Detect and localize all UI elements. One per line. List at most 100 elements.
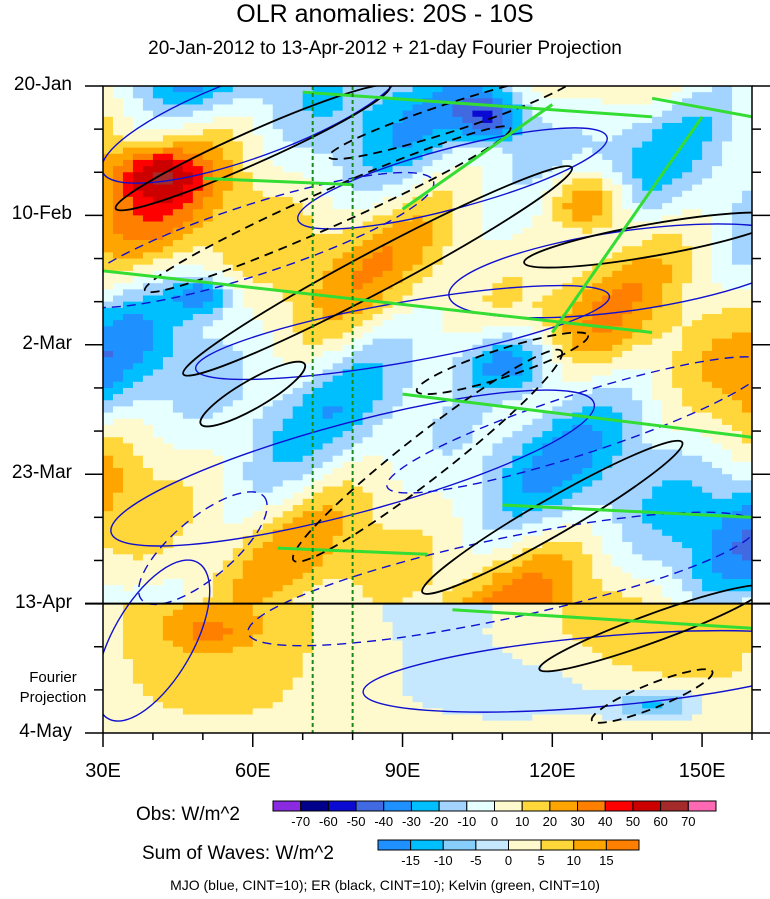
obs-cell — [172, 122, 184, 130]
obs-cell — [442, 394, 454, 401]
obs-cell — [622, 86, 633, 93]
obs-cell — [122, 418, 134, 426]
obs-cell — [722, 166, 733, 173]
obs-cell — [532, 363, 543, 371]
obs-cell — [122, 338, 134, 346]
obs-cell — [232, 104, 244, 112]
obs-cell — [732, 363, 743, 371]
obs-cell — [172, 363, 184, 371]
obs-cell — [492, 301, 503, 309]
obs-cell — [732, 541, 743, 549]
obs-cell — [232, 400, 244, 408]
obs-cell — [582, 443, 593, 451]
obs-cell — [402, 233, 414, 241]
obs-cell — [522, 301, 533, 309]
obs-cell — [222, 190, 234, 198]
obs-cell — [522, 381, 533, 389]
obs-cell — [142, 147, 154, 155]
obs-cell — [582, 104, 593, 112]
obs-cell — [152, 122, 164, 130]
obs-cell — [502, 122, 513, 130]
obs-cell — [612, 153, 623, 161]
obs-cell — [342, 468, 354, 475]
obs-cell — [312, 406, 324, 414]
chart-title: OLR anomalies: 20S - 10S — [236, 0, 534, 28]
obs-cell — [172, 270, 184, 278]
obs-cell — [172, 258, 184, 266]
obs-cell — [492, 498, 503, 506]
obs-cell — [132, 338, 144, 346]
obs-cell — [242, 320, 254, 327]
obs-cell — [732, 277, 743, 284]
obs-cell — [732, 307, 743, 315]
obs-cell — [222, 548, 234, 555]
obs-cell — [532, 468, 543, 475]
obs-cell — [612, 338, 623, 346]
obs-cell — [332, 350, 344, 358]
obs-cell — [632, 184, 643, 192]
obs-cell — [452, 92, 464, 99]
obs-cell — [352, 215, 364, 223]
obs-cell — [252, 129, 264, 136]
obs-cell — [372, 307, 384, 315]
obs-cell — [712, 437, 723, 444]
obs-cell — [702, 135, 713, 143]
obs-cell — [422, 295, 434, 303]
obs-cell — [362, 541, 374, 549]
obs-cell — [212, 264, 224, 272]
obs-cell — [502, 554, 513, 562]
obs-cell — [212, 86, 224, 93]
obs-cell — [552, 289, 563, 297]
obs-cell — [142, 86, 154, 93]
obs-cell — [542, 116, 553, 124]
obs-cell — [122, 400, 134, 408]
obs-cell — [452, 486, 464, 494]
obs-cell — [142, 221, 154, 229]
obs-cell — [242, 554, 254, 562]
obs-cell — [582, 357, 593, 364]
obs-cell — [112, 437, 124, 444]
obs-cell — [212, 289, 224, 297]
obs-cell — [103, 505, 114, 512]
obs-cell — [572, 511, 583, 518]
obs-cell — [582, 387, 593, 395]
obs-cell — [562, 104, 573, 112]
obs-cell — [252, 289, 264, 297]
obs-cell — [632, 344, 643, 352]
obs-cell — [712, 541, 723, 549]
obs-cell — [392, 523, 404, 531]
obs-cell — [392, 283, 404, 290]
obs-cell — [132, 147, 144, 155]
obs-cell — [142, 412, 154, 420]
obs-cell — [302, 443, 314, 451]
obs-cell — [212, 492, 224, 500]
obs-cell — [192, 122, 204, 130]
obs-cell — [202, 505, 214, 512]
obs-cell — [352, 387, 364, 395]
obs-cell — [492, 548, 503, 555]
obs-cell — [182, 363, 194, 371]
obs-cell — [512, 122, 523, 130]
obs-cell — [152, 86, 164, 93]
obs-cell — [532, 492, 543, 500]
obs-cell — [272, 295, 284, 303]
obs-cell — [442, 203, 454, 210]
obs-cell — [602, 529, 613, 537]
obs-cell — [392, 455, 404, 463]
obs-cell — [242, 541, 254, 549]
obs-cell — [112, 159, 124, 167]
obs-cell — [592, 541, 603, 549]
obs-cell — [172, 492, 184, 500]
obs-cell — [232, 301, 244, 309]
obs-cell — [422, 104, 434, 112]
obs-cell — [132, 233, 144, 241]
obs-cell — [332, 252, 344, 260]
obs-cell — [103, 437, 114, 444]
obs-cell — [412, 264, 424, 272]
obs-cell — [422, 320, 434, 327]
obs-cell — [632, 196, 643, 204]
obs-cell — [272, 535, 284, 543]
obs-cell — [132, 221, 144, 229]
obs-cell — [742, 320, 752, 327]
obs-cell — [382, 486, 394, 494]
